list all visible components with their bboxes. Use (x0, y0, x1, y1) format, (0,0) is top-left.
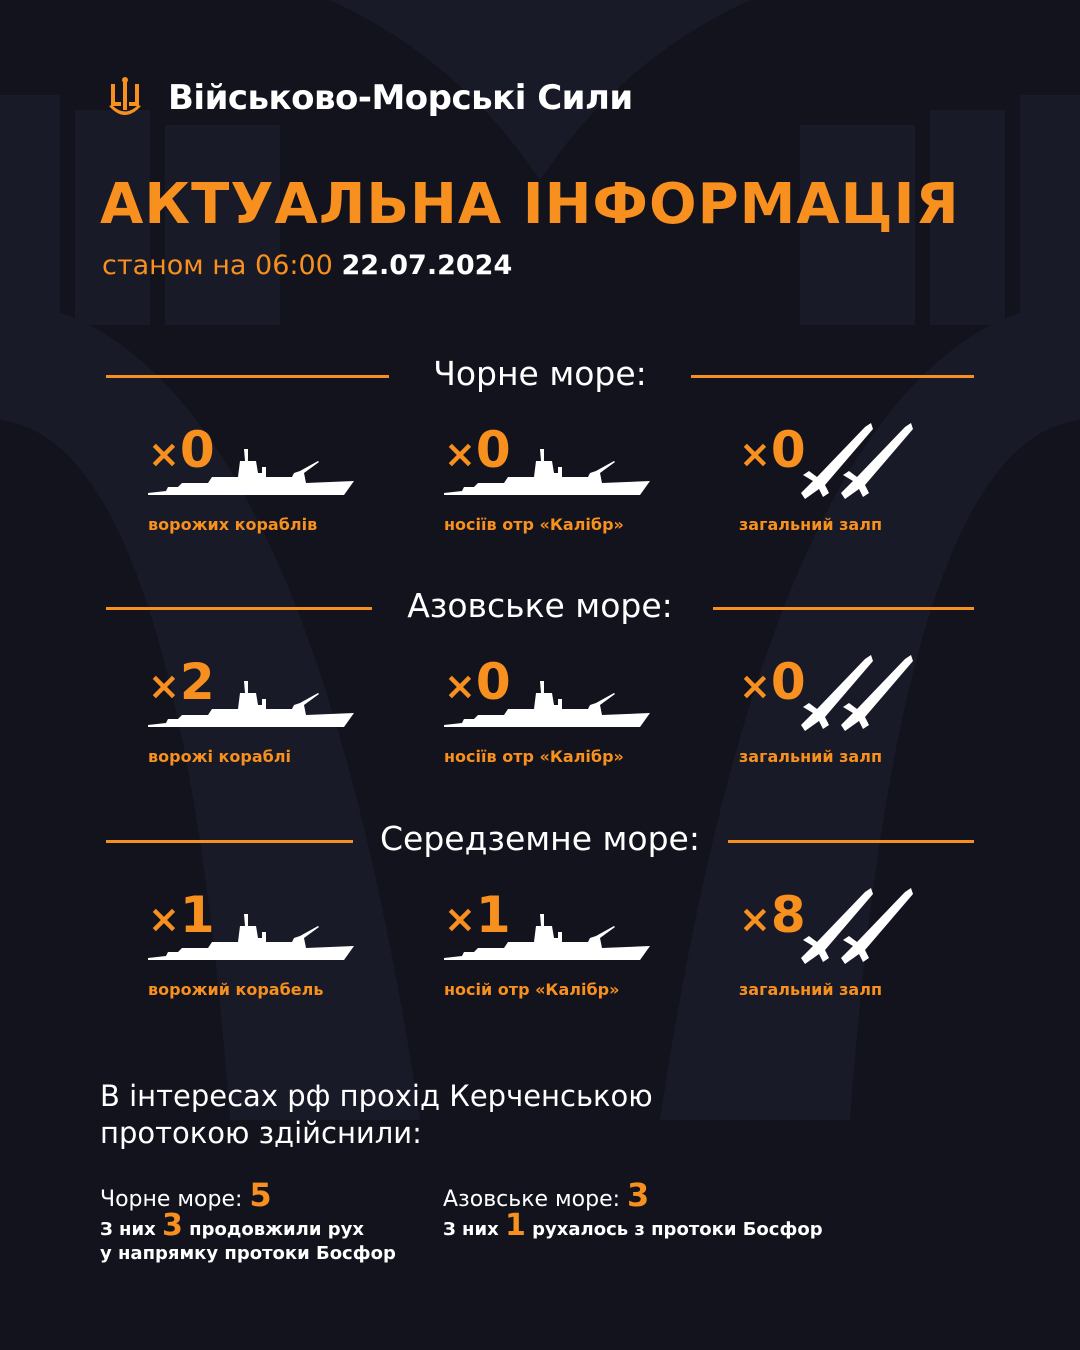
count: ×0 (148, 421, 215, 479)
ship-icon (444, 679, 650, 739)
stat-item: ×0 носіїв отр «Калібр» (444, 657, 704, 767)
stat-item: ×1 ворожий корабель (148, 890, 408, 1000)
date: 22.07.2024 (341, 250, 513, 281)
divider (691, 375, 974, 378)
ship-icon (148, 681, 354, 727)
stat-label: ворожі кораблі (148, 747, 292, 766)
value: 3 (627, 1176, 650, 1214)
ship-icon (148, 679, 354, 739)
sea-name: Чорне море: (433, 354, 647, 393)
ship-icon (148, 914, 354, 960)
stat-item: ×0 загальний залп (739, 421, 999, 535)
count: ×0 (739, 653, 806, 711)
sea-header: Азовське море: (106, 582, 974, 632)
divider (106, 840, 353, 843)
ship-icon (148, 449, 354, 495)
ship-icon (148, 912, 354, 972)
text: З них (100, 1219, 156, 1240)
sea-header: Чорне море: (106, 350, 974, 400)
kerch-azov-detail: З них 1 рухалось з протоки Босфор (443, 1211, 823, 1242)
kerch-note: В інтересах рф прохід Керченською проток… (100, 1079, 653, 1150)
ship-icon (444, 447, 650, 507)
count: ×0 (444, 421, 511, 479)
page-title: АКТУАЛЬНА ІНФОРМАЦІЯ (100, 172, 960, 237)
ship-icon (444, 449, 650, 495)
trident-anchor-icon (109, 77, 141, 115)
count: ×1 (148, 886, 215, 944)
ship-icon (444, 912, 650, 972)
value: 5 (249, 1176, 272, 1214)
ship-icon (444, 914, 650, 960)
text: у напрямку протоки Босфор (100, 1243, 396, 1264)
count: ×8 (739, 886, 806, 944)
kerch-black-detail: З них 3 продовжили рух у напрямку протоки… (100, 1211, 396, 1266)
divider (728, 840, 974, 843)
label: Чорне море: (100, 1187, 243, 1212)
stat-item: ×0 загальний залп (739, 653, 999, 767)
sea-name: Азовське море: (407, 586, 673, 625)
text: рухалось з протоки Босфор (532, 1219, 823, 1240)
stat-label: загальний залп (739, 747, 882, 766)
missiles-icon (801, 888, 913, 964)
stat-item: ×1 носій отр «Калібр» (444, 890, 704, 1000)
missiles-icon (801, 655, 913, 731)
ship-icon (444, 681, 650, 727)
as-of-time: станом на 06:00 (102, 250, 333, 281)
count: ×2 (148, 653, 215, 711)
navy-logo (106, 76, 144, 126)
sea-header: Середземне море: (106, 815, 974, 865)
stat-label: носій отр «Калібр» (444, 980, 620, 999)
stat-label: носіїв отр «Калібр» (444, 515, 624, 534)
brand-name: Військово-Морські Сили (168, 78, 633, 118)
divider (106, 607, 372, 610)
stat-label: загальний залп (739, 980, 882, 999)
count: ×1 (444, 886, 511, 944)
stat-item: ×0 ворожих кораблів (148, 425, 408, 535)
stat-label: загальний залп (739, 515, 882, 534)
value: 3 (162, 1208, 183, 1243)
divider (713, 607, 974, 610)
text: продовжили рух (189, 1219, 364, 1240)
subtitle: станом на 06:00 22.07.2024 (102, 250, 512, 281)
stat-label: носіїв отр «Калібр» (444, 747, 624, 766)
count: ×0 (444, 653, 511, 711)
stat-item: ×8 загальний залп (739, 886, 999, 1000)
stat-label: ворожий корабель (148, 980, 324, 999)
text: З них (443, 1219, 499, 1240)
ship-icon (148, 447, 354, 507)
sea-name: Середземне море: (380, 819, 700, 858)
missiles-icon (795, 423, 915, 507)
missiles-icon (795, 888, 915, 972)
count: ×0 (739, 421, 806, 479)
value: 1 (505, 1208, 526, 1243)
stat-item: ×2 ворожі кораблі (148, 657, 408, 767)
missiles-icon (795, 655, 915, 739)
missiles-icon (801, 423, 913, 499)
kerch-black-sea: Чорне море: 5 (100, 1176, 272, 1214)
divider (106, 375, 389, 378)
label: Азовське море: (443, 1187, 621, 1212)
stat-label: ворожих кораблів (148, 515, 318, 534)
stat-item: ×0 носіїв отр «Калібр» (444, 425, 704, 535)
kerch-azov-sea: Азовське море: 3 (443, 1176, 649, 1214)
